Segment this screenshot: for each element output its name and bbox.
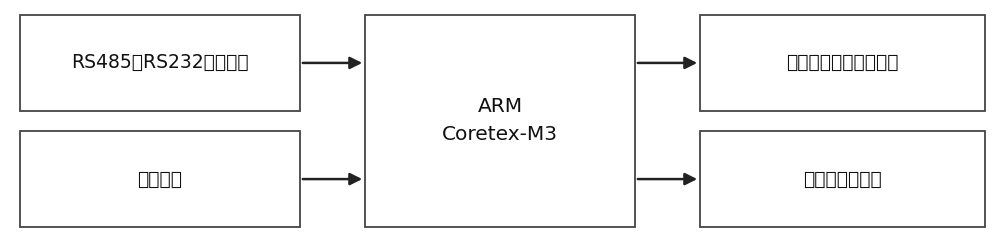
FancyBboxPatch shape (700, 131, 985, 227)
Text: 输入电平比较检测电路: 输入电平比较检测电路 (786, 53, 899, 72)
Text: 输出空极点电路: 输出空极点电路 (803, 170, 882, 189)
FancyBboxPatch shape (20, 15, 300, 111)
Text: RS485、RS232通信模块: RS485、RS232通信模块 (71, 53, 249, 72)
Text: ARM
Coretex-M3: ARM Coretex-M3 (442, 98, 558, 144)
FancyBboxPatch shape (700, 15, 985, 111)
FancyBboxPatch shape (20, 131, 300, 227)
Text: 时钟模块: 时钟模块 (138, 170, 182, 189)
FancyBboxPatch shape (365, 15, 635, 227)
